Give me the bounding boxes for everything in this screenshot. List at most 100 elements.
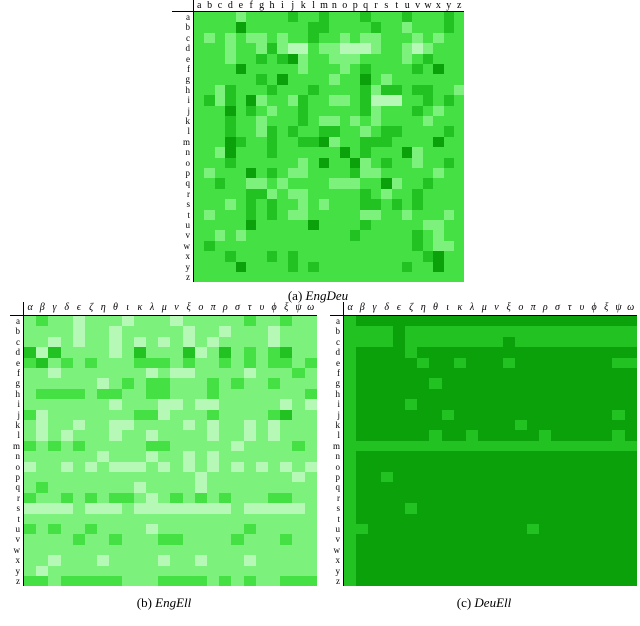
heatmap-cell — [490, 482, 503, 493]
heatmap-cell — [287, 32, 298, 44]
heatmap-cell — [391, 261, 402, 272]
heatmap-cell — [266, 219, 278, 231]
row-label: t — [17, 513, 20, 524]
heatmap-cell — [158, 378, 171, 389]
heatmap-cell — [360, 240, 371, 252]
heatmap-cell — [381, 22, 392, 33]
heatmap-cell — [381, 63, 392, 75]
heatmap-cell — [502, 482, 515, 493]
row-label: a — [336, 316, 340, 326]
heatmap-cell — [575, 482, 588, 493]
heatmap-cell — [502, 492, 515, 504]
heatmap-cell — [194, 209, 205, 220]
heatmap-cell — [243, 471, 256, 483]
heatmap-cell — [502, 388, 515, 400]
heatmap-cell — [256, 157, 267, 168]
heatmap-cell — [84, 555, 98, 566]
heatmap-cell — [194, 513, 207, 524]
heatmap-cell — [356, 357, 369, 368]
heatmap-cell — [453, 534, 466, 545]
heatmap-cell — [280, 316, 293, 327]
heatmap-cell — [84, 534, 98, 545]
heatmap-cell — [514, 523, 527, 535]
heatmap-cell — [368, 440, 381, 452]
heatmap-cell — [551, 492, 564, 504]
heatmap-cell — [292, 440, 305, 452]
heatmap-cell — [453, 575, 466, 587]
heatmap-cell — [339, 209, 350, 220]
heatmap-cell — [214, 199, 226, 210]
heatmap-cell — [575, 440, 588, 452]
heatmap-cell — [624, 565, 637, 576]
heatmap-cell — [97, 316, 110, 327]
heatmap-cell — [349, 209, 361, 220]
heatmap-cell — [422, 271, 434, 283]
heatmap-cell — [170, 409, 183, 420]
heatmap-cell — [422, 251, 434, 262]
heatmap-cell — [72, 357, 85, 368]
heatmap-cell — [465, 326, 479, 337]
heatmap-cell — [349, 147, 361, 158]
heatmap-cell — [502, 513, 515, 524]
heatmap-cell — [84, 513, 98, 524]
heatmap-cell — [170, 503, 183, 514]
heatmap-cell — [401, 95, 413, 106]
heatmap-cell — [401, 22, 413, 33]
heatmap-cell — [453, 471, 466, 483]
heatmap-cell — [453, 12, 465, 23]
heatmap-cell — [225, 230, 236, 241]
row-label: r — [337, 492, 340, 503]
heatmap-cell — [339, 251, 350, 262]
heatmap-cell — [36, 326, 49, 337]
heatmap-cell — [297, 147, 309, 158]
heatmap-cell — [266, 84, 278, 96]
heatmap-cell — [145, 419, 159, 431]
heatmap-cell — [349, 95, 361, 106]
heatmap-cell — [235, 230, 246, 241]
heatmap-cell — [551, 316, 564, 327]
heatmap-cell — [453, 105, 465, 116]
heatmap-cell — [478, 316, 491, 327]
heatmap-cell — [381, 115, 392, 127]
heatmap-cell — [587, 575, 601, 587]
heatmap-cell — [453, 136, 465, 148]
heatmap-cell — [194, 136, 205, 148]
heatmap-cell — [551, 336, 564, 348]
heatmap-cell — [453, 430, 466, 441]
heatmap-cell — [453, 199, 465, 210]
column-label: g — [259, 0, 265, 11]
heatmap-cell — [478, 471, 491, 483]
column-label: m — [320, 0, 328, 11]
heatmap-cell — [297, 126, 309, 137]
row-label: n — [335, 451, 341, 462]
heatmap-cell — [368, 461, 381, 472]
heatmap-cell — [48, 523, 61, 535]
heatmap-cell — [575, 357, 588, 368]
heatmap-cell — [433, 43, 444, 54]
heatmap-cell — [443, 32, 454, 44]
heatmap-cell — [133, 492, 146, 504]
heatmap-cell — [392, 534, 405, 545]
heatmap-cell — [600, 534, 613, 545]
column-label: κ — [137, 302, 143, 313]
heatmap-cell — [304, 565, 317, 576]
heatmap-cell — [624, 513, 637, 524]
heatmap-cell — [600, 523, 613, 535]
heatmap-cell — [24, 378, 37, 389]
heatmap-cell — [356, 451, 369, 462]
heatmap-cell — [587, 513, 601, 524]
heatmap-cell — [368, 316, 381, 327]
heatmap-cell — [287, 126, 298, 137]
heatmap-cell — [349, 199, 361, 210]
heatmap-cell — [255, 388, 268, 400]
heatmap-cell — [206, 565, 220, 576]
heatmap-cell — [267, 555, 281, 566]
heatmap-cell — [109, 367, 122, 379]
heatmap-cell — [277, 63, 288, 75]
heatmap-cell — [433, 209, 444, 220]
heatmap-cell — [587, 419, 601, 431]
heatmap-cell — [84, 399, 98, 410]
heatmap-cell — [339, 199, 350, 210]
heatmap-cell — [453, 230, 465, 241]
